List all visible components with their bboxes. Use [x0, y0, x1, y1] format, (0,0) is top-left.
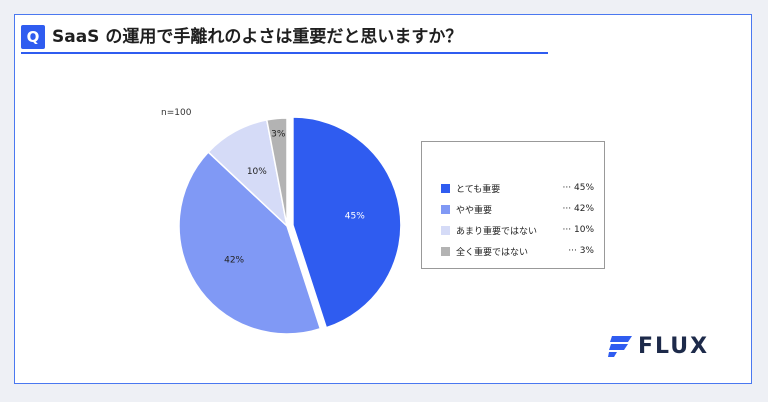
legend-label: あまり重要ではない [456, 226, 538, 237]
pie-labels: 45% 42% 10% 3% [224, 130, 365, 266]
logo-wordmark: FLUX [638, 333, 710, 359]
legend-swatch [441, 246, 450, 256]
pie-slice-label: 10% [247, 167, 267, 177]
legend-label: とても重要 [456, 184, 501, 195]
pie-slice-label: 42% [224, 256, 244, 266]
legend-value: ··· 10% [562, 225, 594, 235]
question-badge: Q [21, 25, 45, 49]
pie-slice-label: 3% [271, 130, 286, 140]
legend-item: 全く重要ではない ··· 3% [441, 244, 594, 258]
legend-swatch [441, 183, 450, 193]
legend-value: ··· 45% [562, 183, 594, 193]
sample-size-label: n=100 [161, 108, 192, 118]
legend-item: やや重要 ··· 42% [441, 202, 594, 216]
legend-swatch [441, 225, 450, 235]
legend-value: ··· 3% [568, 246, 594, 256]
legend-item: あまり重要ではない ··· 10% [441, 223, 594, 237]
legend-label: 全く重要ではない [456, 247, 529, 258]
flux-logo-mark-icon [608, 336, 632, 357]
flux-logo: FLUX [608, 333, 710, 359]
legend-value: ··· 42% [562, 204, 594, 214]
pie-slice [178, 151, 322, 335]
question-title: SaaS の運用で手離れのよさは重要だと思いますか？ [52, 27, 463, 47]
title-underline [21, 52, 548, 54]
legend-label: やや重要 [456, 205, 493, 216]
legend: とても重要 ··· 45% やや重要 ··· 42% あまり重要ではない ···… [421, 141, 605, 269]
pie-slice-label: 45% [345, 211, 365, 221]
pie-slice [292, 116, 402, 329]
legend-item: とても重要 ··· 45% [441, 181, 594, 195]
legend-swatch [441, 204, 450, 214]
pie-slice [265, 117, 288, 227]
pie-slices [178, 116, 402, 335]
